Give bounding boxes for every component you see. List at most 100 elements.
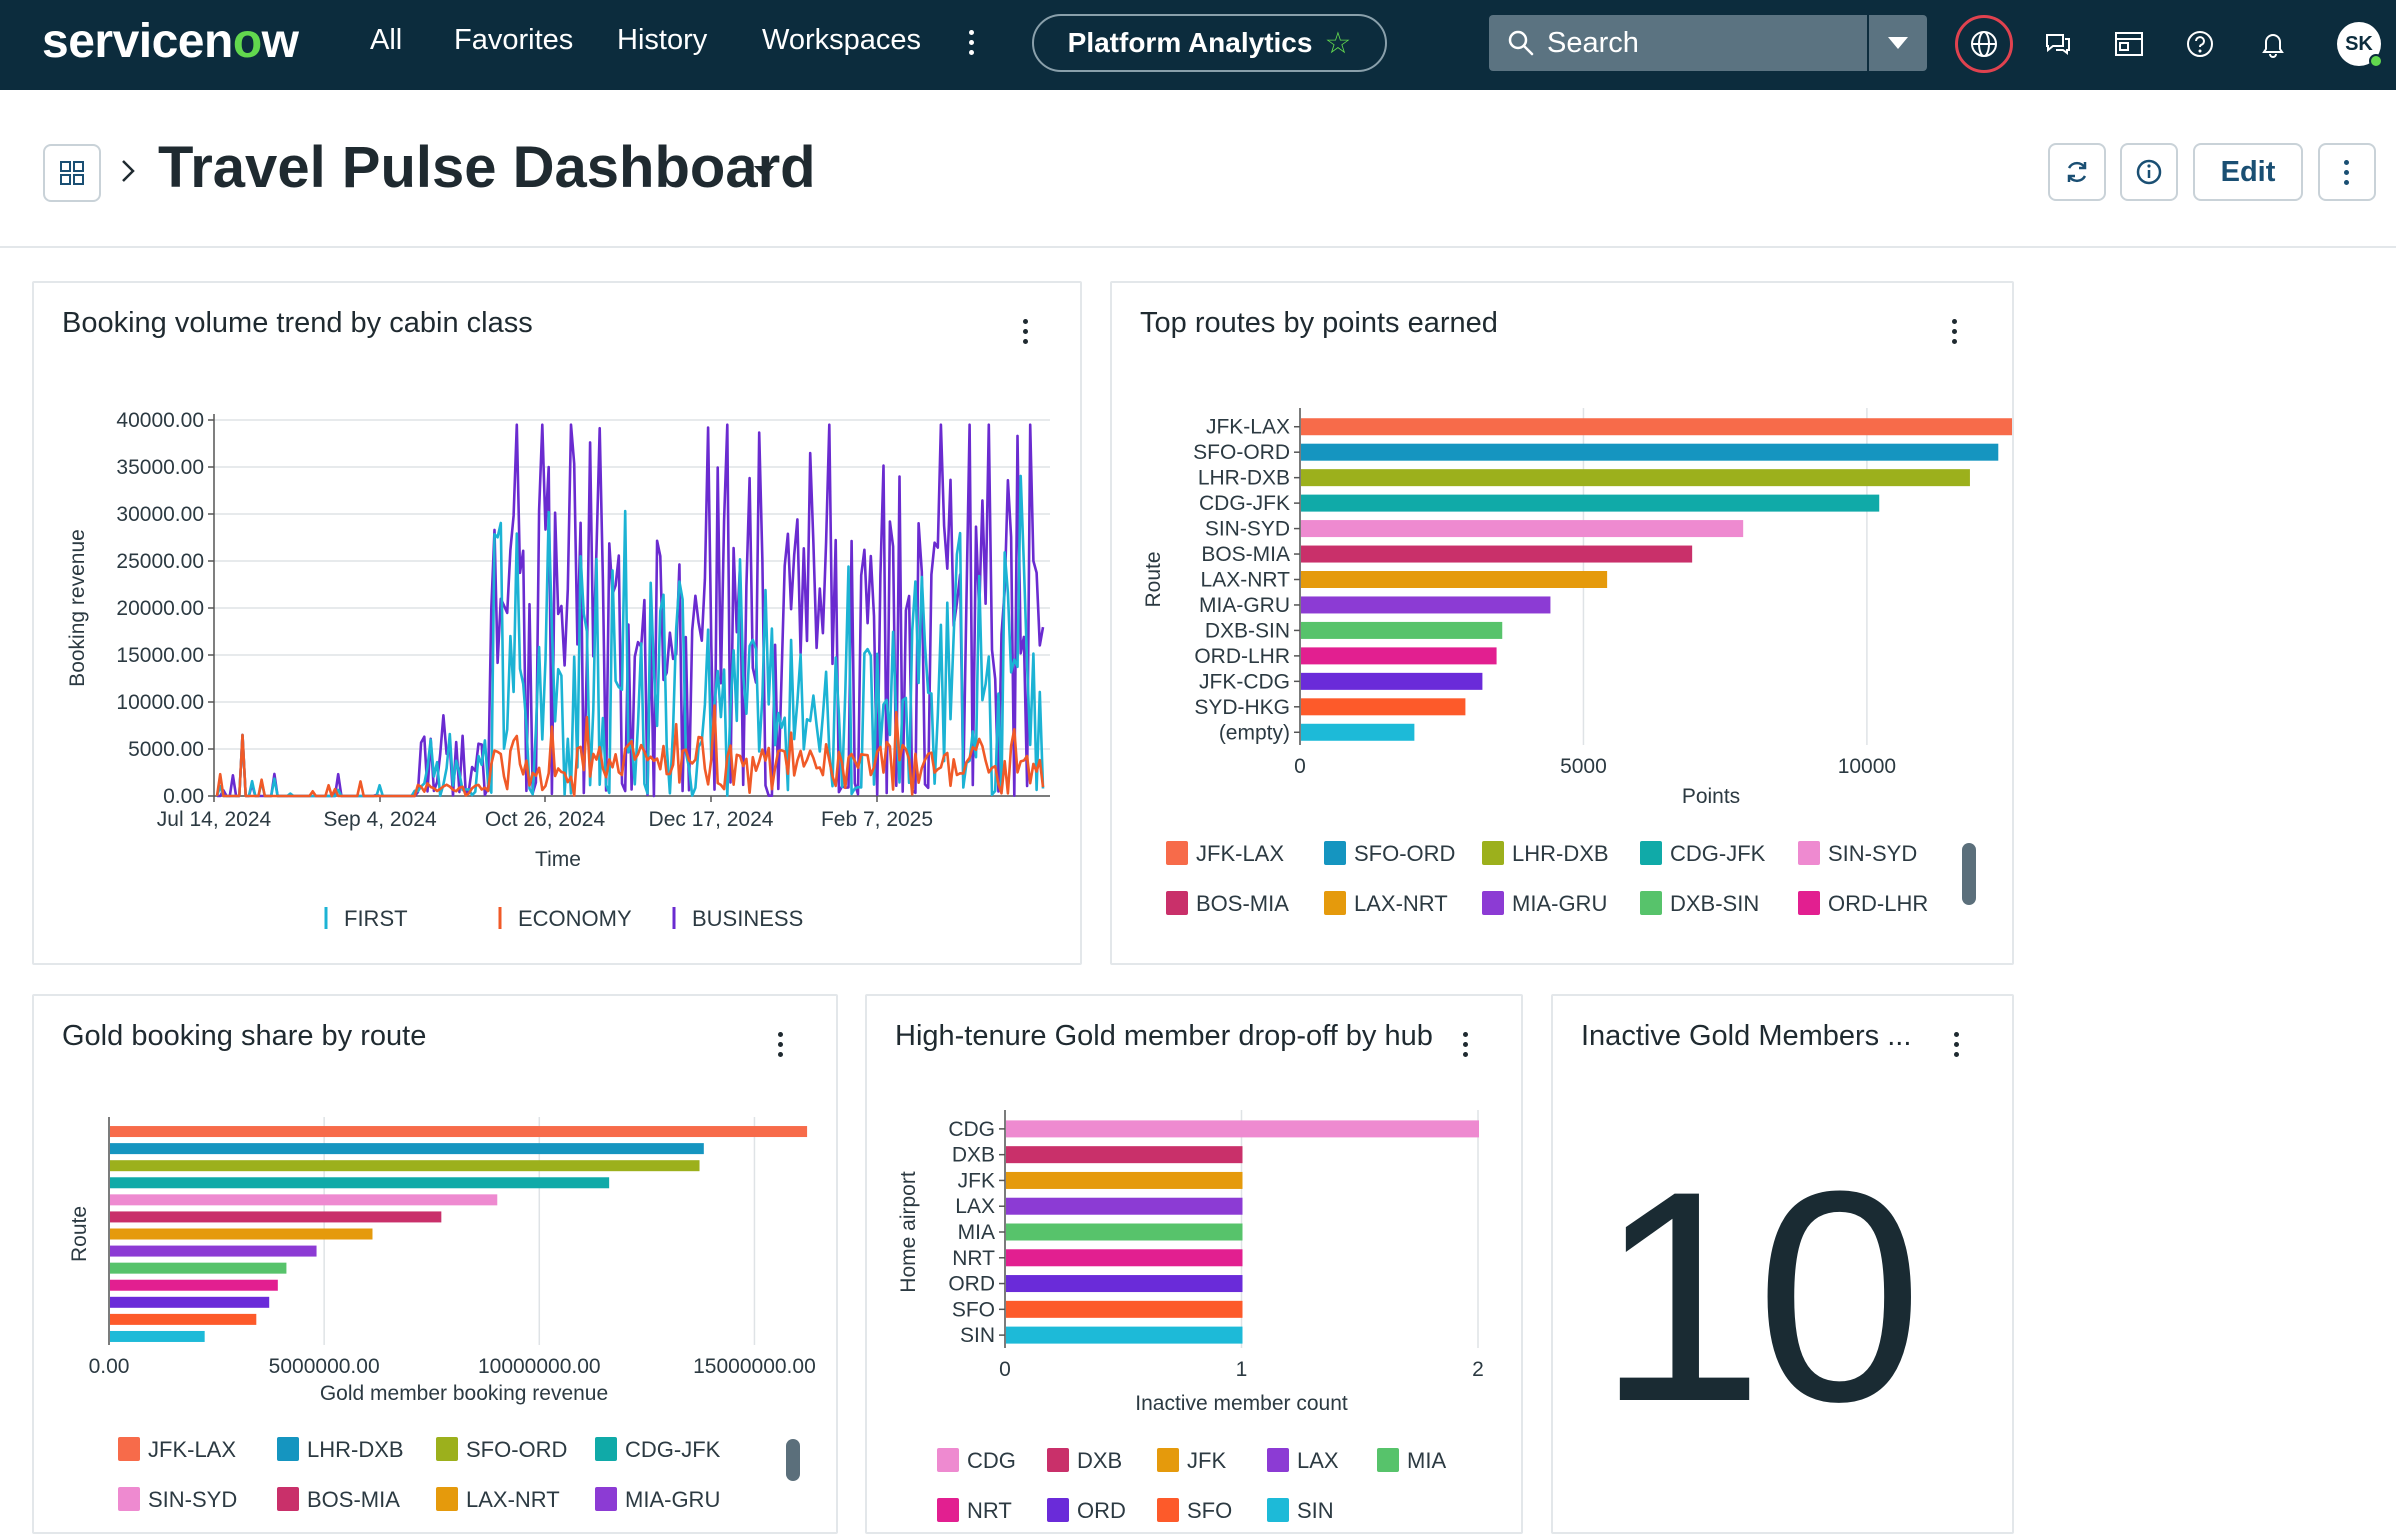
- legend-label: FIRST: [344, 906, 408, 931]
- legend-label: ORD: [1077, 1498, 1126, 1523]
- nav-favorites[interactable]: Favorites: [454, 24, 574, 56]
- legend-scrollbar[interactable]: [786, 1439, 800, 1481]
- globe-icon: [1971, 31, 1997, 57]
- y-tick-label: JFK-CDG: [1199, 670, 1290, 693]
- legend-label: MIA-GRU: [1512, 891, 1607, 916]
- legend-scrollbar[interactable]: [1962, 843, 1976, 905]
- y-tick-label: 30000.00: [116, 503, 204, 526]
- bar: [1301, 494, 1880, 512]
- legend-label: MIA: [1407, 1448, 1446, 1473]
- y-tick-label: SYD-HKG: [1194, 696, 1290, 719]
- bar: [1301, 571, 1608, 588]
- legend-swatch: [1166, 891, 1188, 915]
- bar: [1301, 443, 1999, 461]
- nav-workspaces[interactable]: Workspaces: [762, 24, 922, 56]
- y-tick-label: SFO: [952, 1298, 995, 1321]
- bar: [1301, 698, 1466, 716]
- legend-swatch: [1324, 891, 1346, 915]
- language-button[interactable]: [1955, 15, 2013, 73]
- search-scope-dropdown[interactable]: [1867, 15, 1927, 71]
- card-menu-icon[interactable]: [1023, 319, 1029, 344]
- platform-analytics-pill[interactable]: Platform Analytics ☆: [1032, 14, 1387, 72]
- legend-swatch: [1482, 841, 1504, 865]
- search-input[interactable]: Search: [1489, 15, 1927, 71]
- legend-label: ECONOMY: [518, 906, 632, 931]
- servicenow-logo[interactable]: servicenow: [42, 14, 299, 69]
- bar: [1006, 1249, 1243, 1267]
- legend-label: NRT: [967, 1498, 1012, 1523]
- dropoff-card: High-tenure Gold member drop-off by hub …: [865, 994, 1523, 1534]
- legend-swatch: [1324, 841, 1346, 865]
- x-tick-label: 0: [1294, 755, 1306, 778]
- gold-share-bar-chart: 0.00 5000000.00 10000000.00 15000000.00 Gold…: [68, 1117, 816, 1512]
- legend-label: SIN-SYD: [1828, 841, 1917, 866]
- chat-icon[interactable]: [2036, 22, 2080, 66]
- y-tick-label: LAX: [955, 1195, 995, 1218]
- card-menu-icon[interactable]: [778, 1032, 784, 1057]
- legend-swatch: [1798, 841, 1820, 865]
- bar: [110, 1211, 442, 1223]
- bar: [1006, 1197, 1243, 1215]
- legend-swatch: [1047, 1498, 1069, 1522]
- bar: [1006, 1120, 1479, 1138]
- legend-label: LAX-NRT: [466, 1487, 560, 1512]
- search-icon: [1508, 30, 1534, 56]
- refresh-button[interactable]: [2048, 143, 2106, 201]
- x-axis-title: Points: [1682, 785, 1740, 808]
- y-axis-title: Route: [1142, 551, 1165, 607]
- legend-swatch: [1157, 1498, 1179, 1522]
- bar: [1006, 1300, 1243, 1318]
- chevron-down-icon: [1888, 37, 1908, 49]
- x-axis-title: Gold member booking revenue: [320, 1382, 608, 1405]
- card-menu-icon[interactable]: [1954, 1032, 1960, 1057]
- y-tick-label: (empty): [1219, 721, 1290, 744]
- star-icon[interactable]: ☆: [1324, 26, 1352, 60]
- legend-swatch: [937, 1498, 959, 1522]
- chevron-right-icon: [122, 160, 135, 182]
- bar: [1301, 621, 1503, 639]
- title-dropdown-icon[interactable]: [754, 166, 774, 177]
- top-nav: servicenow All Favorites History Workspa…: [0, 0, 2396, 90]
- y-tick-label: 25000.00: [116, 550, 204, 573]
- dashboards-grid-button[interactable]: [43, 144, 101, 202]
- x-tick-label: 5000: [1560, 755, 1607, 778]
- more-vertical-icon: [2344, 159, 2350, 185]
- legend-swatch: [436, 1487, 458, 1511]
- x-tick-label: 1: [1236, 1358, 1248, 1381]
- x-tick-label: 15000000.00: [693, 1355, 816, 1378]
- edit-button[interactable]: Edit: [2193, 143, 2303, 201]
- x-tick-label: Oct 26, 2024: [485, 808, 606, 831]
- more-nav-icon[interactable]: [969, 30, 975, 55]
- nav-all[interactable]: All: [370, 24, 403, 56]
- legend-label: CDG-JFK: [1670, 841, 1766, 866]
- legend-swatch: [1640, 841, 1662, 865]
- y-tick-label: LAX-NRT: [1201, 569, 1291, 592]
- legend-swatch: [1482, 891, 1504, 915]
- y-tick-label: 0.00: [163, 785, 204, 808]
- user-avatar[interactable]: SK: [2337, 22, 2383, 68]
- y-tick-label: MIA-GRU: [1199, 594, 1290, 617]
- bar: [110, 1126, 808, 1138]
- nav-history[interactable]: History: [617, 24, 708, 56]
- more-actions-button[interactable]: [2318, 143, 2376, 201]
- card-menu-icon[interactable]: [1463, 1032, 1469, 1057]
- legend-label: LAX: [1297, 1448, 1339, 1473]
- y-tick-label: 15000.00: [116, 644, 204, 667]
- help-icon[interactable]: [2178, 22, 2222, 66]
- x-tick-label: Sep 4, 2024: [323, 808, 437, 831]
- y-tick-label: MIA: [958, 1221, 995, 1244]
- bar: [110, 1194, 498, 1206]
- notification-bell-icon[interactable]: [2251, 22, 2295, 66]
- y-tick-label: 20000.00: [116, 597, 204, 620]
- x-axis-title: Time: [535, 848, 581, 871]
- workspace-icon[interactable]: [2107, 22, 2151, 66]
- bar: [110, 1296, 270, 1308]
- y-tick-label: SIN-SYD: [1205, 518, 1290, 541]
- legend-label: SFO-ORD: [466, 1437, 567, 1462]
- legend-swatch: [277, 1487, 299, 1511]
- legend-swatch: [1267, 1448, 1289, 1472]
- logo-text-end: w: [261, 15, 299, 68]
- card-menu-icon[interactable]: [1952, 319, 1958, 344]
- info-button[interactable]: [2120, 143, 2178, 201]
- logo-text: servicen: [42, 15, 233, 68]
